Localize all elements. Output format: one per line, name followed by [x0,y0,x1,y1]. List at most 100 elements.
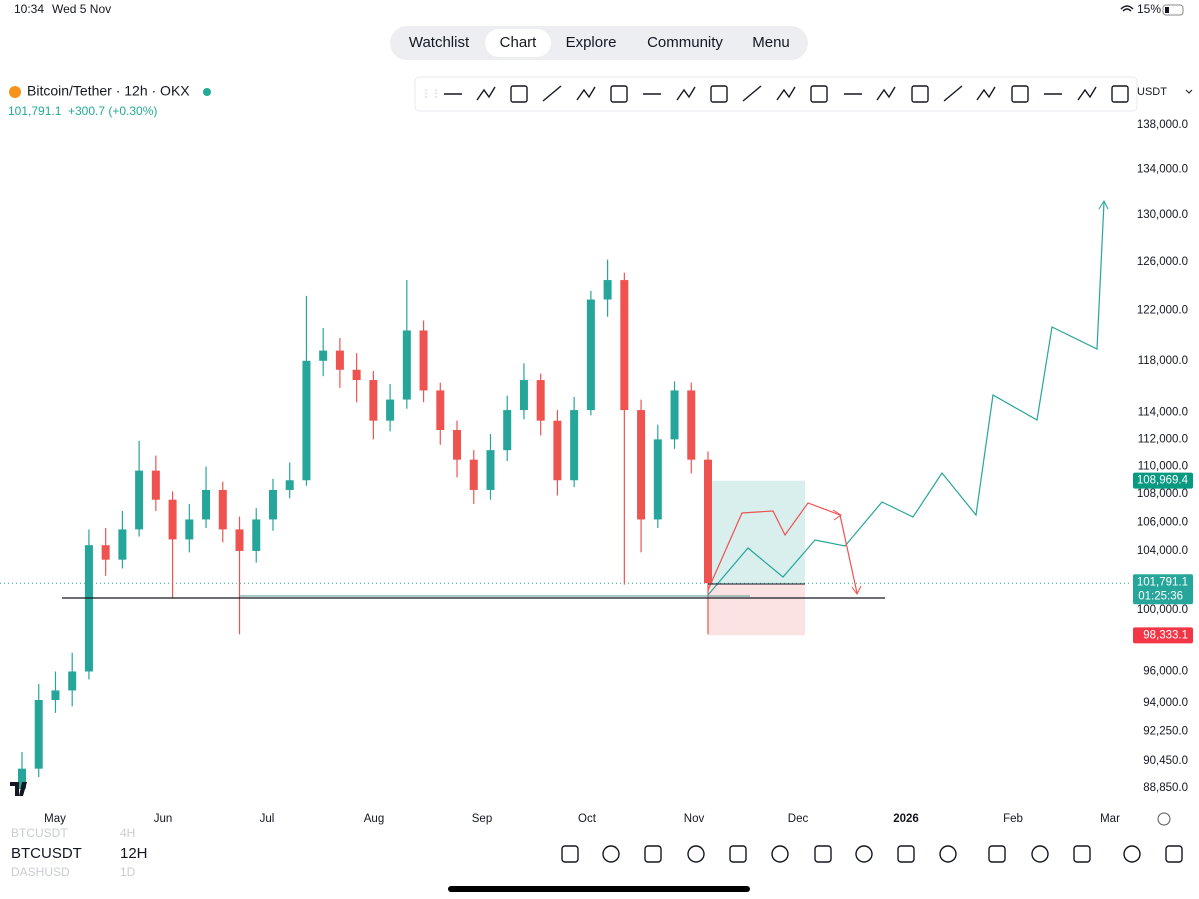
y-tick-label: 126,000.0 [1137,256,1188,268]
y-tick-label: 108,000.0 [1137,488,1188,500]
tool-glyph [876,86,896,101]
toolbar-button[interactable] [1073,845,1091,863]
battery-percent: 15% [1137,2,1161,16]
nav-tab[interactable]: Community [647,34,723,51]
symbol-option[interactable]: DASHUSD [11,865,70,879]
toolbar-button[interactable] [814,845,832,863]
candle-body [553,420,562,481]
toolbar-button[interactable] [988,845,1006,863]
market-open-dot [203,88,211,96]
candle-body [503,410,512,451]
drawing-tool[interactable] [943,85,963,102]
button-glyph [939,845,957,863]
nav-tab[interactable]: Watchlist [409,34,470,51]
interval-option[interactable]: 4H [120,826,135,840]
candle-body [536,380,545,421]
toolbar-button[interactable] [602,845,620,863]
toolbar-button[interactable] [687,845,705,863]
settings-icon[interactable] [1157,812,1171,826]
toolbar-button[interactable] [644,845,662,863]
toolbar-button[interactable] [897,845,915,863]
toolbar-button[interactable] [771,845,789,863]
drawing-tool[interactable] [1077,86,1097,101]
toolbar-button[interactable] [1031,845,1049,863]
drawing-tool[interactable] [1111,85,1129,103]
x-tick-label: Jul [260,813,275,825]
candle-body [18,768,26,789]
drawing-tool[interactable] [876,86,896,101]
last-price-label: 101,791.1 [1137,576,1188,588]
candle-body [352,369,361,381]
button-glyph [687,845,705,863]
tool-glyph [742,85,762,102]
arrow-head [1098,199,1109,210]
candle-body [252,519,261,551]
bull-projection[interactable] [707,201,1105,596]
toolbar-button[interactable] [1123,845,1141,863]
drawing-tool[interactable] [610,85,628,103]
candle-body [469,459,478,490]
drawing-tool[interactable] [1011,85,1029,103]
toolbar-button[interactable] [855,845,873,863]
y-tick-label: 104,000.0 [1137,545,1188,557]
candle-body [268,489,277,520]
toolbar-button[interactable] [729,845,747,863]
toolbar-button[interactable] [561,845,579,863]
y-tick-label: 90,450.0 [1143,755,1188,767]
symbol-title[interactable]: Bitcoin/Tether · 12h · OKX [27,83,190,99]
currency-select[interactable]: USDT [1137,86,1167,98]
drawing-tool[interactable] [976,86,996,101]
candle-body [218,489,227,530]
y-tick-label: 138,000.0 [1137,119,1188,131]
toolbar-button[interactable] [1165,845,1183,863]
drawing-tool[interactable] [476,86,496,101]
candle-body [670,390,679,440]
nav-tab[interactable]: Chart [500,34,538,51]
drawing-tool[interactable] [776,86,796,101]
candle-body [436,390,445,430]
drawing-tool[interactable] [510,85,528,103]
candle-body [68,671,77,691]
interval-option[interactable]: 12H [120,845,148,862]
candle-body [168,499,177,540]
loss-zone [708,584,805,636]
button-glyph [1123,845,1141,863]
tool-glyph [610,85,628,103]
y-tick-label: 94,000.0 [1143,697,1188,709]
nav-tab[interactable]: Explore [566,34,617,51]
symbol-option[interactable]: BTCUSDT [11,826,68,840]
tool-glyph [776,86,796,101]
battery-icon [1162,4,1184,16]
candle-body [335,350,344,370]
drawing-tool[interactable] [676,86,696,101]
drawing-tool[interactable] [576,86,596,101]
x-tick-label: Jun [154,813,173,825]
toolbar-button[interactable] [939,845,957,863]
x-tick-label: Nov [684,813,705,825]
candle-body [202,489,211,520]
drawing-tool[interactable] [742,85,762,102]
candle-body [84,545,93,672]
candle-body [135,470,144,530]
drawing-tool[interactable] [542,85,562,102]
candle-body [302,360,311,481]
x-tick-label: May [44,813,66,825]
drawing-tool[interactable] [810,85,828,103]
candle-body [369,380,378,421]
candle-body [285,480,294,490]
y-tick-label: 100,000.0 [1137,604,1188,616]
tool-glyph [810,85,828,103]
bear-projection[interactable] [707,502,858,594]
stop-loss-label: 98,333.1 [1143,629,1188,641]
drawing-tool[interactable] [710,85,728,103]
interval-option[interactable]: 1D [120,865,136,879]
nav-tab[interactable]: Menu [752,34,790,51]
symbol-option[interactable]: BTCUSDT [11,845,82,862]
y-tick-label: 106,000.0 [1137,516,1188,528]
candle-body [419,330,428,391]
drag-handle: ⋮⋮ [421,89,441,100]
candle-body [704,459,712,584]
profit-zone [708,480,805,584]
drawing-tool[interactable] [911,85,929,103]
